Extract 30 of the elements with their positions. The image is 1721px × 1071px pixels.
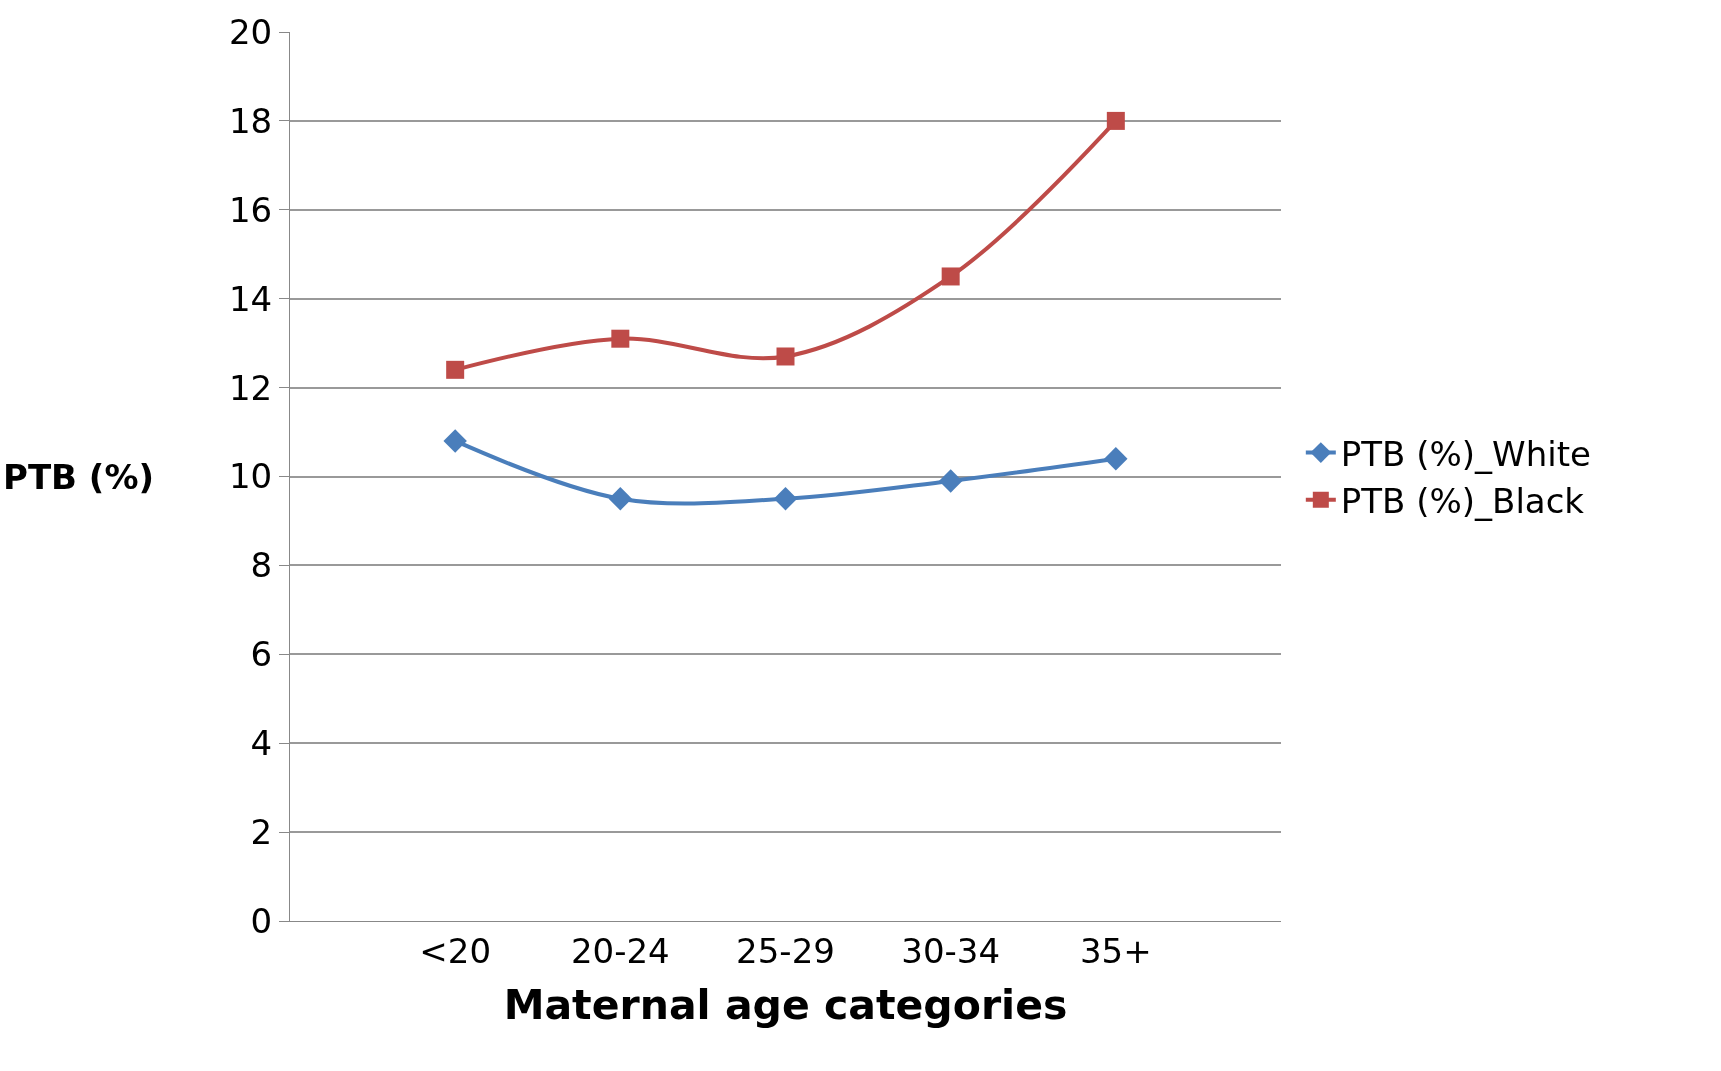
x-tick-label: 30-34 [901,930,1001,971]
point [773,487,798,511]
point [446,360,465,379]
point [608,487,633,511]
y-tick-label: 10 [228,456,273,497]
y-tick-label: 8 [250,545,273,586]
x-tick-label: 25-29 [736,930,835,971]
legend-label: PTB (%)_Black [1340,481,1585,522]
x-tick-label: 35+ [1079,930,1152,971]
y-tick-label: 18 [228,100,273,141]
point [941,267,960,286]
point [776,347,795,366]
point [938,469,963,493]
y-tick-label: 2 [250,812,273,852]
x-tick-label: 20-24 [570,930,670,971]
point [1104,447,1128,471]
y-tick-label: 14 [228,278,273,319]
y-tick-label: 0 [250,900,273,941]
y-tick-label: 12 [228,367,273,408]
point [1106,111,1125,130]
y-tick-label: 4 [250,723,273,764]
y-tick-label: 16 [228,189,273,230]
x-tick-label: <20 [419,930,492,971]
x-axis-title: Maternal age categories [503,981,1068,1029]
point [611,329,630,348]
y-tick-label: 6 [250,634,273,675]
y-axis-title: PTB (%) [3,457,155,497]
point [443,429,467,453]
legend-label: PTB (%)_White [1340,433,1591,474]
y-tick-label: 20 [228,11,273,52]
